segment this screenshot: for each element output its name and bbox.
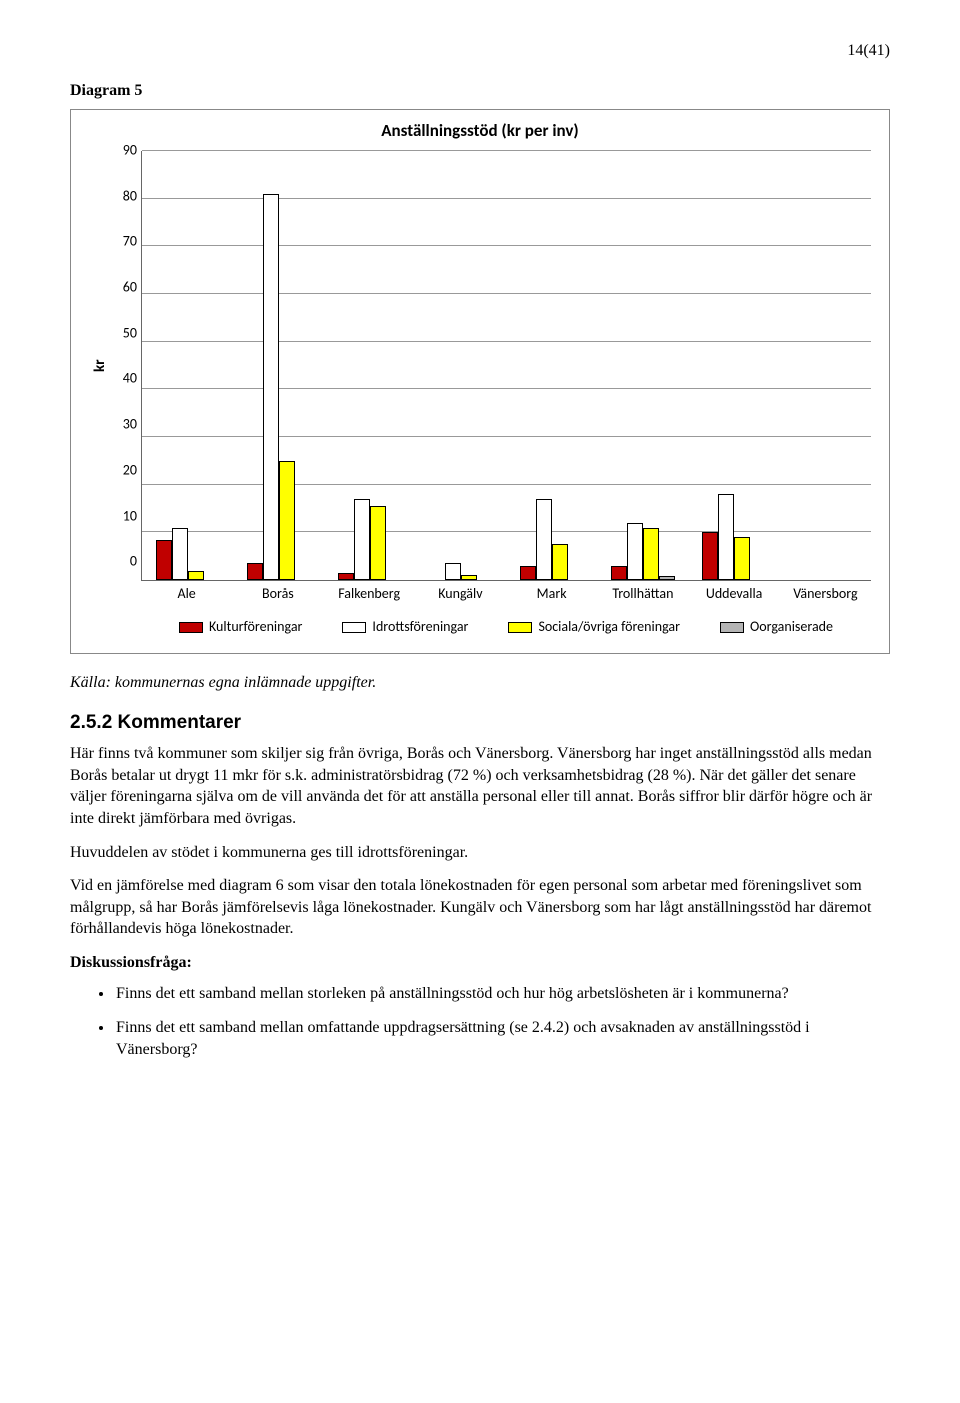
bar-group [689,151,780,580]
bar [627,523,643,580]
legend-swatch [720,622,744,633]
legend-item: Sociala/övriga föreningar [508,618,680,637]
section-heading: 2.5.2 Kommentarer [70,710,890,736]
bar-group [780,151,871,580]
chart-body: kr 9080706050403020100 [89,151,871,581]
list-item: Finns det ett samband mellan storleken p… [114,983,890,1005]
bar [520,566,536,580]
bar-group [415,151,506,580]
bar-group [507,151,598,580]
bar-group [598,151,689,580]
x-tick-label: Ale [141,581,232,604]
chart-container: Anställningsstöd (kr per inv) kr 90 80 70 6… [70,109,890,654]
y-tick-label: 40 [111,370,137,389]
page-number: 14(41) [70,40,890,62]
y-tick-label: 50 [111,324,137,343]
bar [718,494,734,580]
x-tick-label: Mark [506,581,597,604]
legend-label: Sociala/övriga föreningar [538,618,680,637]
y-axis-ticks: 9080706050403020100 [111,151,141,581]
bar-group [324,151,415,580]
x-tick-label: Vänersborg [780,581,871,604]
bar [734,537,750,580]
bar [536,499,552,580]
y-axis-label: kr [89,151,111,581]
bar [279,461,295,580]
bar [445,563,461,580]
y-tick-label: 60 [111,279,137,298]
y-tick-label: 10 [111,507,137,526]
bullet-list: Finns det ett samband mellan storleken p… [70,983,890,1060]
y-tick-label: 90 [111,142,137,161]
bar-group [233,151,324,580]
y-tick-label: 30 [111,416,137,435]
legend-item: Kulturföreningar [179,618,302,637]
paragraph-1: Här finns två kommuner som skiljer sig f… [70,743,890,829]
x-tick-label: Trollhättan [597,581,688,604]
bar [188,571,204,581]
bar-group [142,151,233,580]
bar [659,576,675,580]
bar [370,506,386,580]
x-axis-labels: AleBoråsFalkenbergKungälvMarkTrollhättan… [141,581,871,604]
legend: Kulturföreningar Idrottsföreningar Sociala… [141,618,871,637]
bar [552,544,568,580]
discussion-label: Diskussionsfråga: [70,952,890,974]
bar [247,563,263,580]
x-tick-label: Borås [232,581,323,604]
plot-area [141,151,871,581]
legend-swatch [179,622,203,633]
bar [702,532,718,580]
x-tick-label: Uddevalla [689,581,780,604]
bar [611,566,627,580]
bar [354,499,370,580]
legend-label: Kulturföreningar [209,618,302,637]
legend-item: Oorganiserade [720,618,833,637]
bar [156,540,172,581]
legend-swatch [342,622,366,633]
bar [263,194,279,580]
y-tick-label: 0 [111,553,137,572]
legend-swatch [508,622,532,633]
bar [338,573,354,580]
legend-label: Idrottsföreningar [372,618,468,637]
list-item: Finns det ett samband mellan omfattande … [114,1017,890,1060]
bar [172,528,188,580]
chart-title: Anställningsstöd (kr per inv) [89,120,871,143]
x-tick-label: Falkenberg [324,581,415,604]
bar [643,528,659,580]
paragraph-3: Vid en jämförelse med diagram 6 som visa… [70,875,890,940]
diagram-label: Diagram 5 [70,80,890,102]
y-tick-label: 70 [111,233,137,252]
paragraph-2: Huvuddelen av stödet i kommunerna ges ti… [70,842,890,864]
x-tick-label: Kungälv [415,581,506,604]
bar [461,575,477,580]
y-tick-label: 80 [111,187,137,206]
source-line: Källa: kommunernas egna inlämnade uppgif… [70,672,890,694]
legend-label: Oorganiserade [750,618,833,637]
y-tick-label: 20 [111,461,137,480]
legend-item: Idrottsföreningar [342,618,468,637]
